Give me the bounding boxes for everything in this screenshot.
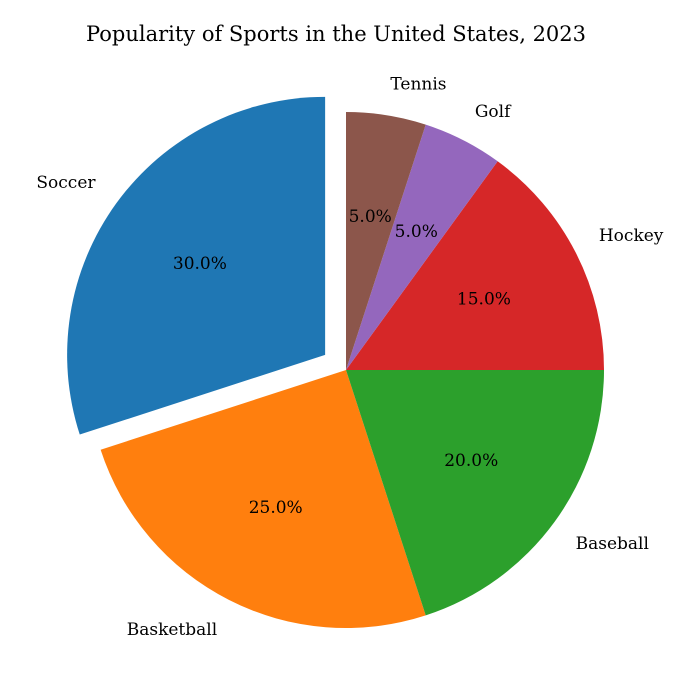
slice-baseball [346, 370, 604, 616]
slice-label-tennis: Tennis [390, 75, 446, 95]
percent-label-golf: 5.0% [395, 222, 438, 242]
slice-basketball [100, 370, 426, 628]
slice-label-golf: Golf [475, 102, 512, 122]
slice-label-soccer: Soccer [36, 173, 96, 193]
slice-tennis [346, 112, 426, 370]
chart-title: Popularity of Sports in the United State… [86, 22, 586, 46]
pie-labels: Soccer 30.0% Basketball 25.0% Baseball 20.0% H… [36, 75, 663, 640]
percent-label-soccer: 30.0% [173, 254, 227, 274]
slice-label-baseball: Baseball [576, 534, 649, 554]
percent-label-basketball: 25.0% [249, 498, 303, 518]
percent-label-baseball: 20.0% [444, 451, 498, 471]
slice-label-basketball: Basketball [127, 620, 217, 640]
slice-hockey [346, 161, 604, 370]
pie-slices [67, 96, 604, 628]
slice-golf [346, 124, 498, 371]
percent-label-hockey: 15.0% [457, 290, 511, 310]
percent-label-tennis: 5.0% [349, 207, 392, 227]
slice-label-hockey: Hockey [599, 226, 664, 246]
slice-soccer [67, 96, 326, 435]
